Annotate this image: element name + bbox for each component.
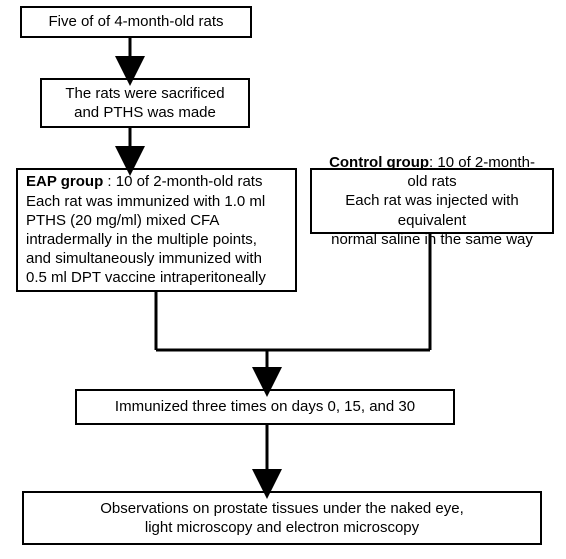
connector-layer (0, 0, 566, 559)
